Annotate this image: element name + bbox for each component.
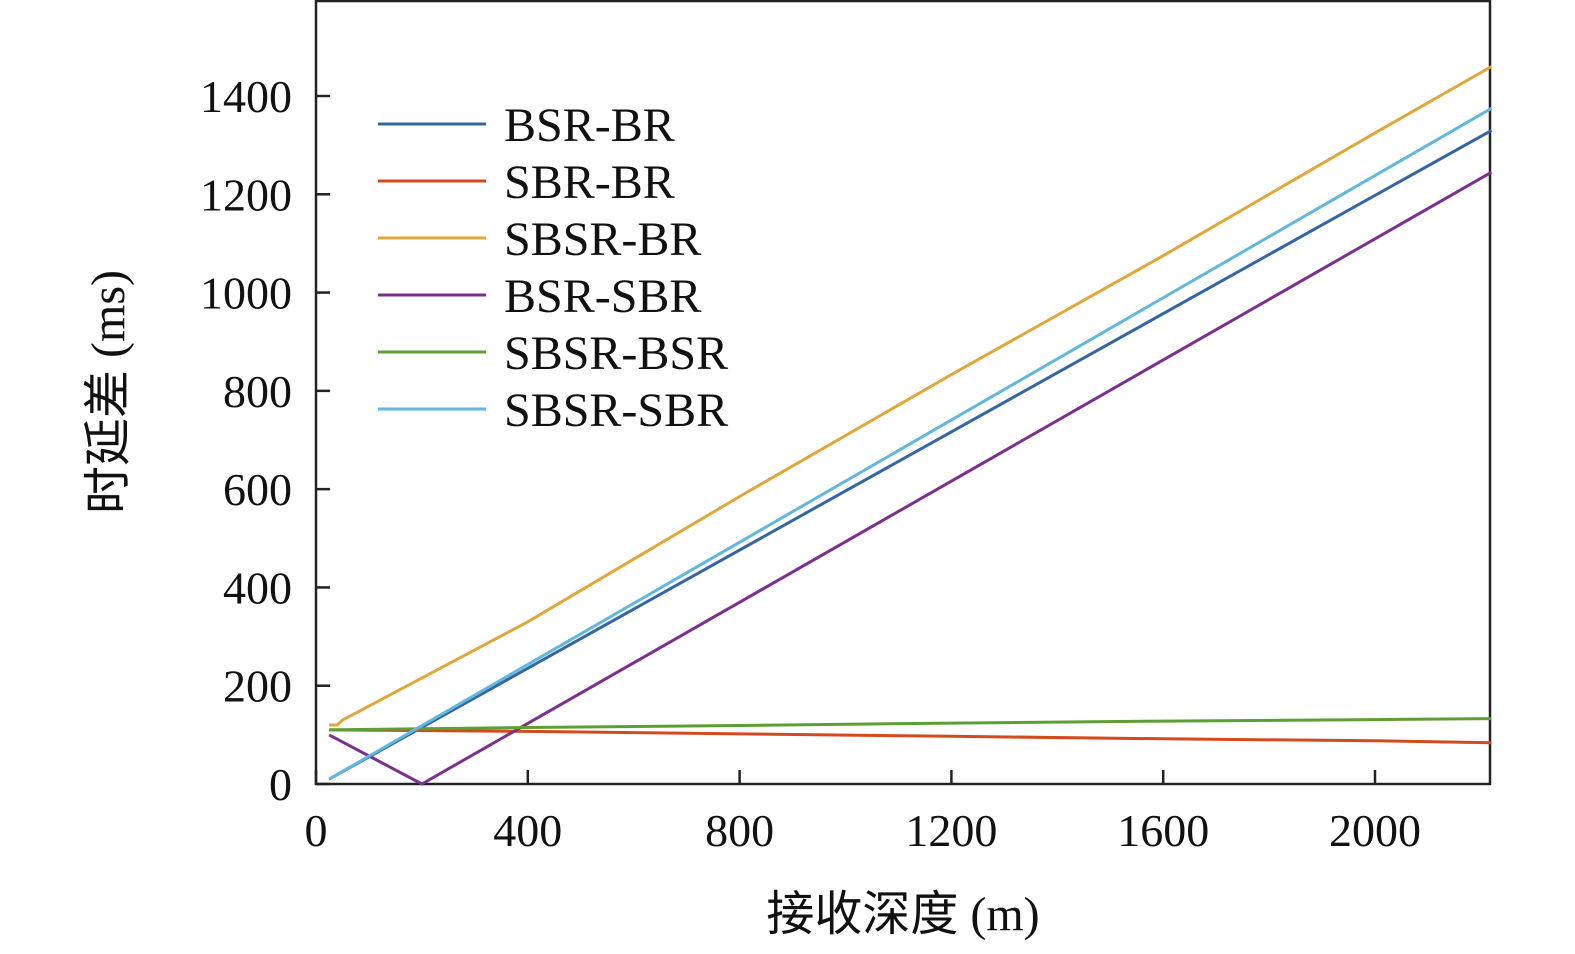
y-tick-label: 600 bbox=[223, 464, 292, 515]
x-tick-label: 0 bbox=[305, 805, 328, 856]
plot-frame bbox=[314, 0, 1492, 786]
x-tick-label: 800 bbox=[705, 805, 774, 856]
y-tick-label: 1000 bbox=[200, 268, 292, 319]
series-line-bsr-br bbox=[328, 129, 1493, 781]
y-tick-label: 800 bbox=[223, 366, 292, 417]
series-group bbox=[328, 65, 1493, 786]
x-tick-label: 2000 bbox=[1329, 805, 1421, 856]
legend-label: SBSR-BSR bbox=[504, 327, 728, 380]
y-axis-title: 时延差 (ms) bbox=[82, 270, 135, 514]
legend-label: BSR-SBR bbox=[504, 270, 701, 323]
x-tick-label: 1600 bbox=[1117, 805, 1209, 856]
series-line-sbsr-bsr bbox=[329, 717, 1492, 732]
x-tick-label: 1200 bbox=[905, 805, 997, 856]
series-line-sbsr-br bbox=[329, 65, 1493, 727]
y-tick-label: 0 bbox=[269, 759, 292, 810]
y-tick-label: 200 bbox=[223, 661, 292, 712]
legend-label: SBSR-SBR bbox=[504, 384, 728, 437]
x-axis-title: 接收深度 (m) bbox=[766, 888, 1039, 941]
legend: BSR-BRSBR-BRSBSR-BRBSR-SBRSBSR-BSRSBSR-S… bbox=[378, 99, 728, 437]
legend-label: SBR-BR bbox=[504, 156, 675, 209]
x-axis: 0 400 800 1200 1600 2000 bbox=[305, 770, 1421, 856]
y-tick-label: 400 bbox=[223, 562, 292, 613]
y-tick-label: 1400 bbox=[200, 71, 292, 122]
x-tick-label: 400 bbox=[493, 805, 562, 856]
series-line-sbr-br bbox=[329, 728, 1492, 745]
y-axis: 0 200 400 600 800 1000 1200 1400 bbox=[200, 71, 330, 810]
y-tick-label: 1200 bbox=[200, 169, 292, 220]
legend-label: BSR-BR bbox=[504, 99, 675, 152]
series-line-bsr-sbr bbox=[328, 170, 1493, 786]
series-line-sbsr-sbr bbox=[328, 107, 1493, 781]
legend-label: SBSR-BR bbox=[504, 213, 701, 266]
